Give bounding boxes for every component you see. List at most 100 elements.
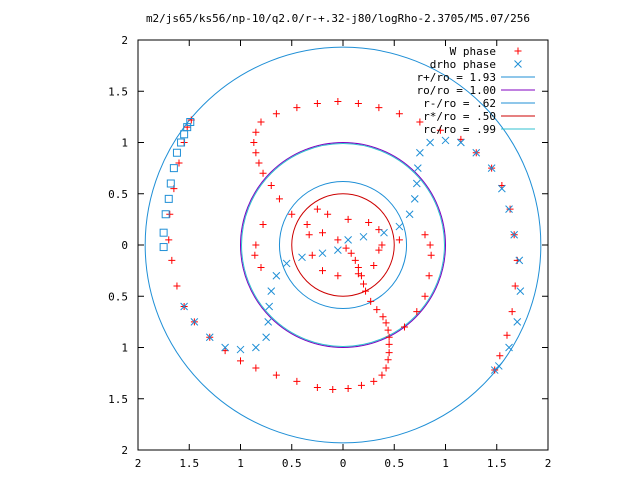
x-tick-label: 1.5 xyxy=(179,457,199,470)
legend-label: drho phase xyxy=(430,58,496,71)
data-point xyxy=(375,104,383,112)
data-point xyxy=(354,100,362,108)
data-point xyxy=(421,231,429,239)
data-point xyxy=(508,308,516,316)
data-point xyxy=(514,60,522,68)
chart-title: m2/js65/ks56/np-10/q2.0/r-+.32-j80/logRh… xyxy=(146,12,530,25)
legend-label: r*/ro = .50 xyxy=(423,110,496,123)
data-point xyxy=(173,282,181,290)
data-point xyxy=(293,377,301,385)
series xyxy=(159,118,195,252)
legend-label: W phase xyxy=(450,45,496,58)
data-point xyxy=(351,256,359,264)
series xyxy=(180,136,525,374)
y-tick-label: 1 xyxy=(121,137,128,150)
data-point xyxy=(506,205,514,213)
data-point xyxy=(169,164,178,173)
y-tick-label: 0.5 xyxy=(108,290,128,303)
data-point xyxy=(252,343,260,352)
data-point xyxy=(367,297,375,305)
data-point xyxy=(272,271,281,280)
data-point xyxy=(503,331,511,339)
data-point xyxy=(344,215,352,223)
data-point xyxy=(380,228,388,237)
data-point xyxy=(272,110,280,118)
data-point xyxy=(267,287,276,295)
data-point xyxy=(313,205,321,213)
reference-circle xyxy=(291,193,395,297)
reference-circle xyxy=(278,180,408,310)
data-point xyxy=(272,371,280,379)
data-point xyxy=(329,386,337,394)
data-point xyxy=(186,118,195,126)
data-point xyxy=(319,229,326,237)
data-point xyxy=(319,267,326,275)
data-point xyxy=(166,210,174,218)
data-point xyxy=(472,148,481,157)
data-point xyxy=(164,194,173,203)
x-tick-label: 0.5 xyxy=(282,457,302,470)
x-tick-label: 1 xyxy=(237,457,244,470)
data-point xyxy=(259,169,267,177)
data-point xyxy=(365,218,373,226)
data-point xyxy=(382,364,390,372)
data-point xyxy=(166,179,175,188)
data-point xyxy=(265,302,274,311)
data-point xyxy=(514,47,522,55)
data-point xyxy=(236,345,245,354)
reference-circle xyxy=(240,142,446,348)
reference-circle xyxy=(241,143,445,347)
legend-label: r+/ro = 1.93 xyxy=(417,71,496,84)
data-point xyxy=(237,357,244,365)
data-point xyxy=(180,302,188,311)
data-point xyxy=(375,246,383,254)
data-point xyxy=(421,292,429,300)
legend-label: ro/ro = 1.00 xyxy=(417,84,496,97)
data-point xyxy=(255,159,263,167)
data-point xyxy=(385,340,393,348)
data-point xyxy=(395,222,404,231)
data-point xyxy=(360,280,367,288)
data-point xyxy=(385,349,393,357)
data-point xyxy=(250,139,258,146)
data-point xyxy=(259,221,267,228)
data-point xyxy=(262,333,270,342)
data-point xyxy=(344,385,352,392)
data-point xyxy=(165,236,173,244)
data-point xyxy=(275,195,283,203)
data-point xyxy=(373,306,381,314)
data-point xyxy=(288,210,296,218)
data-point xyxy=(221,347,229,355)
data-point xyxy=(303,221,311,228)
x-tick-label: 0.5 xyxy=(384,457,404,470)
data-point xyxy=(416,148,424,157)
data-point xyxy=(172,148,181,157)
y-tick-label: 1.5 xyxy=(108,85,128,98)
data-point xyxy=(334,246,342,254)
data-point xyxy=(342,244,350,252)
data-point xyxy=(425,272,433,280)
data-point xyxy=(496,352,504,360)
data-point xyxy=(190,318,199,326)
legend-label: rc/ro = .99 xyxy=(423,123,496,136)
data-point xyxy=(490,366,499,374)
data-point xyxy=(410,195,419,203)
data-point xyxy=(180,130,189,139)
x-tick-label: 2 xyxy=(545,457,552,470)
data-point xyxy=(505,343,513,352)
data-point xyxy=(436,126,444,134)
data-point xyxy=(378,241,386,249)
data-point xyxy=(205,333,214,342)
data-point xyxy=(370,262,378,269)
data-point xyxy=(413,308,421,316)
y-tick-label: 1 xyxy=(121,342,128,355)
data-point xyxy=(441,136,450,145)
data-point xyxy=(282,259,291,268)
data-point xyxy=(313,100,321,108)
y-tick-label: 1.5 xyxy=(108,393,128,406)
data-point xyxy=(175,159,183,167)
data-point xyxy=(405,210,414,219)
data-point xyxy=(161,210,170,219)
